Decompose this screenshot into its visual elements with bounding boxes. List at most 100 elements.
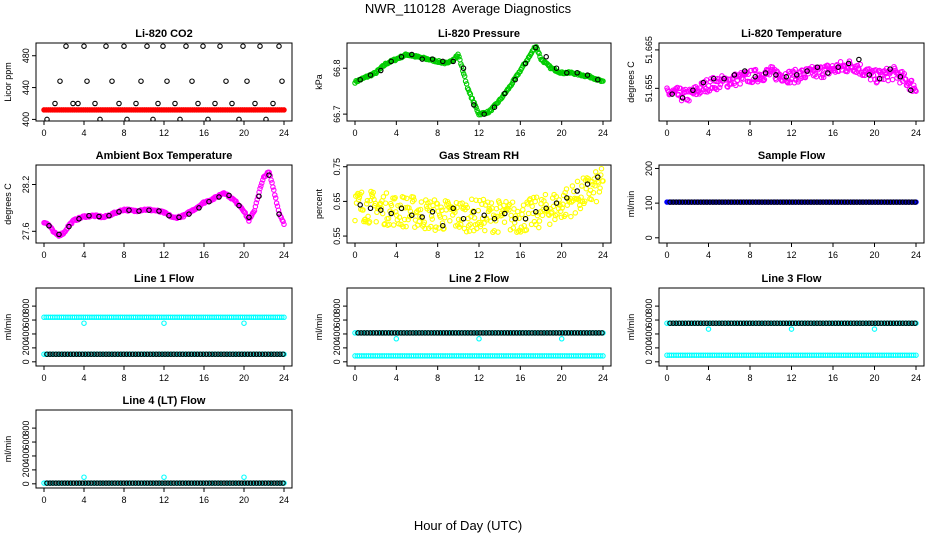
data-point — [355, 197, 362, 203]
data-point — [881, 199, 888, 205]
data-point — [811, 320, 817, 326]
x-tick-label: 16 — [515, 250, 525, 260]
data-point — [194, 351, 201, 357]
chart-title: Line 2 Flow — [449, 273, 509, 285]
data-point — [514, 208, 521, 215]
data-point — [762, 320, 768, 326]
data-point — [486, 330, 492, 336]
data-point — [252, 100, 258, 107]
data-point — [85, 351, 92, 357]
data-point — [233, 480, 239, 486]
data-point — [595, 174, 601, 180]
data-point — [403, 223, 409, 230]
data-point — [504, 330, 511, 336]
data-point — [768, 320, 774, 326]
data-point — [378, 67, 384, 74]
data-point — [590, 189, 597, 196]
data-point — [401, 216, 408, 223]
x-tick-label: 20 — [869, 250, 879, 260]
data-point — [564, 70, 570, 76]
data-point — [391, 330, 398, 336]
y-tick-label: 400 — [332, 326, 342, 341]
data-point — [126, 207, 132, 213]
data-point — [241, 474, 247, 480]
data-point — [44, 480, 50, 486]
data-point — [577, 205, 584, 212]
chart-title: Ambient Box Temperature — [96, 150, 233, 162]
y-tick-label: 200 — [644, 161, 654, 176]
y-tick-label: 200 — [21, 340, 31, 355]
x-axis-title: Hour of Day (UTC) — [413, 518, 523, 533]
data-point — [56, 351, 62, 357]
data-point — [487, 218, 494, 224]
data-point — [53, 480, 59, 486]
data-point — [543, 54, 549, 60]
data-point — [450, 58, 456, 65]
data-point — [226, 192, 232, 199]
x-tick-label: 0 — [41, 495, 46, 505]
data-point — [481, 212, 487, 219]
data-point — [388, 58, 394, 65]
data-point — [206, 198, 212, 205]
data-point — [440, 330, 447, 336]
data-point — [61, 480, 68, 486]
data-point — [281, 221, 287, 228]
data-point — [740, 199, 747, 205]
data-point — [186, 211, 192, 217]
chart-title: Line 4 (LT) Flow — [123, 395, 206, 407]
data-point — [97, 480, 103, 486]
x-tick-label: 4 — [706, 128, 711, 138]
data-point — [829, 320, 836, 326]
data-point — [270, 184, 276, 190]
data-point — [385, 330, 392, 336]
data-point — [835, 64, 841, 70]
x-tick-label: 8 — [435, 128, 440, 138]
data-point — [857, 320, 863, 326]
chart-panel: Line 4 (LT) Flow 0 4 8 12 16 20 24 0 200400600800… — [3, 395, 293, 505]
data-point — [889, 76, 896, 83]
data-point — [544, 330, 550, 336]
data-point — [802, 320, 808, 326]
data-point — [588, 196, 595, 203]
data-point — [162, 480, 168, 486]
data-point — [909, 199, 915, 205]
data-point — [268, 351, 274, 357]
data-point — [890, 199, 897, 205]
data-point — [595, 76, 601, 83]
data-point — [479, 201, 485, 208]
data-point — [203, 480, 210, 486]
x-tick-label: 20 — [557, 373, 567, 383]
data-point — [91, 351, 97, 357]
data-point — [485, 208, 492, 215]
data-point — [522, 60, 529, 67]
data-point — [876, 75, 883, 82]
plot-frame — [35, 409, 293, 489]
x-tick-label: 8 — [747, 128, 752, 138]
data-point — [795, 199, 802, 205]
data-point — [464, 204, 471, 211]
data-point — [165, 351, 171, 357]
data-point — [97, 351, 103, 357]
data-point — [480, 196, 487, 203]
data-point — [572, 210, 579, 216]
data-point — [73, 351, 80, 357]
y-axis-label: ml/min — [314, 314, 324, 341]
data-point — [250, 480, 257, 486]
x-tick-label: 12 — [474, 128, 484, 138]
data-point — [272, 195, 279, 201]
data-point — [597, 185, 603, 191]
data-point — [670, 320, 676, 326]
data-point — [802, 74, 809, 81]
data-point — [829, 199, 836, 205]
data-point — [241, 320, 247, 326]
data-point — [481, 111, 487, 117]
data-point — [501, 330, 508, 336]
data-point — [746, 199, 753, 205]
data-point — [502, 90, 508, 97]
data-point — [826, 199, 833, 205]
data-point — [510, 330, 517, 336]
y-tick-label: 200 — [21, 462, 31, 477]
data-point — [441, 214, 448, 221]
y-tick-label: 0 — [21, 481, 31, 486]
x-tick-label: 12 — [159, 250, 169, 260]
